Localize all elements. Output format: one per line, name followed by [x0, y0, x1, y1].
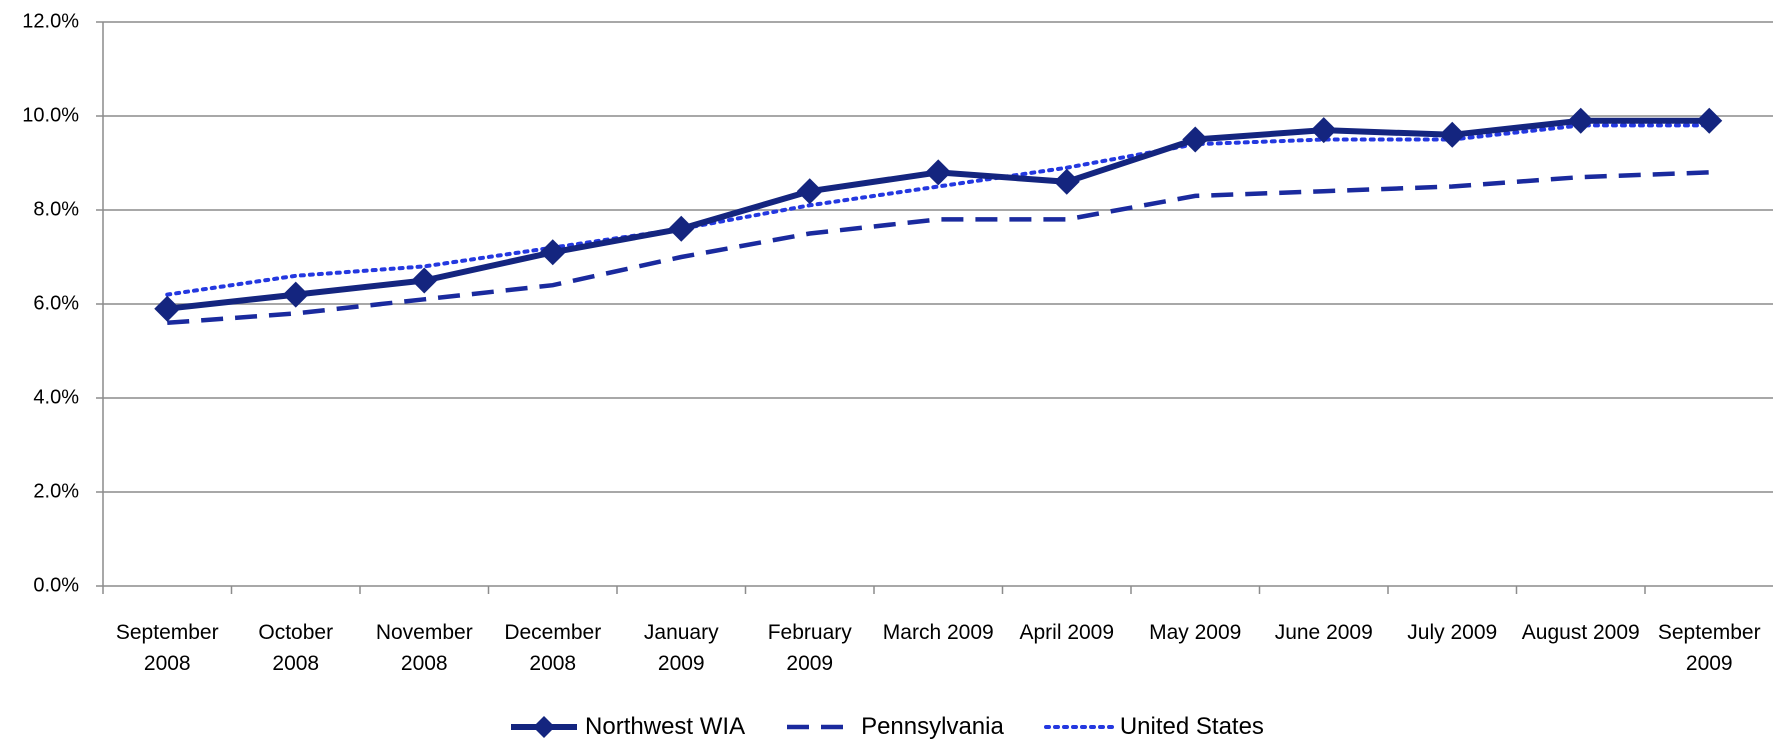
- x-tick-label: January 2009: [643, 621, 719, 675]
- legend: Northwest WIA Pennsylvania United States: [0, 712, 1773, 742]
- marker: [411, 267, 438, 294]
- x-tick-label: August 2009: [1521, 621, 1640, 644]
- legend-label: United States: [1119, 713, 1264, 740]
- marker: [1310, 117, 1337, 144]
- x-tick-label: July 2009: [1407, 621, 1498, 644]
- x-tick-label: November 2008: [375, 621, 473, 675]
- x-tick-label: May 2009: [1149, 621, 1242, 644]
- legend-swatch: [1043, 725, 1114, 729]
- x-tick-label: October 2008: [258, 621, 334, 675]
- marker: [282, 281, 309, 308]
- marker: [1182, 126, 1209, 153]
- x-tick-label: February 2009: [767, 621, 852, 675]
- x-tick-label: September 2009: [1657, 621, 1761, 675]
- legend-label: Pennsylvania: [861, 713, 1004, 740]
- y-tick-label: 2.0%: [33, 480, 79, 502]
- marker: [1439, 121, 1466, 148]
- x-tick-label: April 2009: [1019, 621, 1115, 644]
- y-tick-label: 6.0%: [33, 292, 79, 314]
- legend-label: Northwest WIA: [585, 713, 746, 740]
- y-tick-label: 0.0%: [33, 574, 79, 596]
- series-line: [167, 170, 1710, 326]
- marker: [1567, 107, 1594, 134]
- y-tick-label: 12.0%: [22, 10, 79, 32]
- legend-swatch: [787, 724, 854, 730]
- marker: [668, 215, 695, 242]
- marker: [154, 295, 181, 322]
- x-tick-label: September 2008: [115, 621, 219, 675]
- legend-item: United States: [1043, 712, 1264, 742]
- marker: [925, 159, 952, 186]
- y-tick-label: 4.0%: [33, 386, 79, 408]
- x-tick-label: March 2009: [882, 621, 994, 644]
- series-line: [166, 117, 1710, 312]
- marker: [1696, 107, 1723, 134]
- legend-swatch: [511, 716, 578, 738]
- x-tick-label: June 2009: [1274, 621, 1373, 644]
- y-tick-label: 8.0%: [33, 198, 79, 220]
- legend-item: Pennsylvania: [785, 712, 1004, 742]
- legend-item: Northwest WIA: [509, 712, 745, 742]
- marker: [1053, 168, 1080, 195]
- y-tick-label: 10.0%: [22, 104, 79, 126]
- marker: [539, 239, 566, 266]
- legend-marker: [533, 716, 556, 738]
- marker: [796, 178, 823, 205]
- x-tick-label: December 2008: [504, 621, 602, 675]
